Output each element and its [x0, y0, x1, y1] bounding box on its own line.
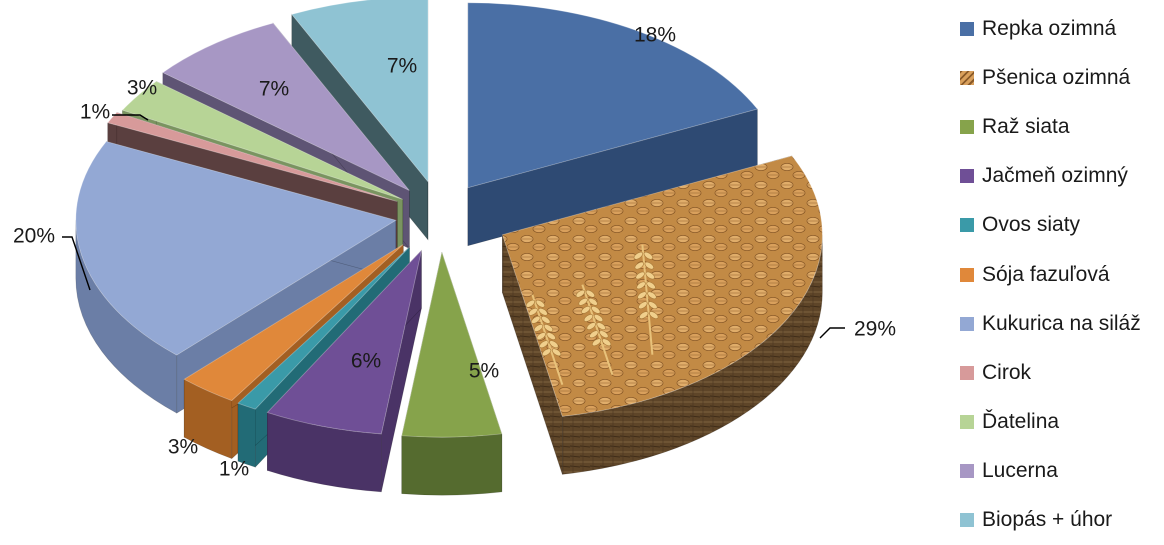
legend-item-kukurica-na-silaz: Kukurica na siláž	[960, 299, 1160, 348]
legend-item-jacmen-ozimny: Jačmeň ozimný	[960, 152, 1160, 201]
legend: Repka ozimná Pšenica ozimná Raž siata Jačme…	[960, 4, 1160, 545]
legend-label: Jačmeň ozimný	[982, 164, 1128, 188]
slice-jacmen-ozimny	[266, 249, 423, 493]
legend-item-psenica-ozimna: Pšenica ozimná	[960, 53, 1160, 102]
legend-swatch	[960, 267, 974, 282]
slice-side-face	[502, 234, 563, 475]
legend-item-lucerna: Lucerna	[960, 447, 1160, 496]
slice-top-face	[467, 2, 759, 189]
legend-item-raz-siata: Raž siata	[960, 102, 1160, 151]
legend-label: Lucerna	[982, 459, 1058, 483]
slice-top-face	[501, 155, 823, 417]
legend-label: Sója fazuľová	[982, 262, 1110, 286]
slice-top-face	[183, 244, 404, 402]
slice-top-face	[237, 246, 410, 410]
legend-label: Repka ozimná	[982, 16, 1117, 40]
slice-top-face	[291, 0, 429, 183]
slice-top-face	[121, 80, 403, 200]
legend-swatch	[960, 415, 974, 430]
data-label-raz-siata: 5%	[469, 360, 499, 383]
legend-swatch	[960, 119, 974, 134]
legend-label: Biopás + úhor	[982, 508, 1113, 532]
slice-outer-wall	[266, 412, 382, 493]
legend-item-datelina: Ďatelina	[960, 398, 1160, 447]
legend-item-repka-ozimna: Repka ozimná	[960, 4, 1160, 53]
slice-raz-siata	[401, 250, 503, 496]
legend-item-soja-fazulova: Sója fazuľová	[960, 250, 1160, 299]
data-label-psenica-ozimna: 29%	[854, 318, 896, 341]
slice-outer-wall	[401, 433, 503, 496]
legend-item-cirok: Cirok	[960, 348, 1160, 397]
legend-label: Pšenica ozimná	[982, 65, 1131, 89]
legend-swatch	[960, 21, 974, 36]
leader-line-kukurica-na-silaz	[62, 236, 91, 291]
legend-swatch	[960, 218, 974, 233]
legend-item-biopas-uhor: Biopás + úhor	[960, 496, 1160, 545]
data-label-soja-fazulova: 3%	[168, 436, 198, 459]
wheat-ear-decoration	[525, 244, 659, 386]
data-label-lucerna: 7%	[259, 78, 289, 101]
legend-swatch	[960, 464, 974, 479]
slice-top-face	[161, 22, 410, 191]
data-label-biopas-uhor: 7%	[387, 55, 417, 78]
legend-label: Ďatelina	[982, 410, 1060, 434]
data-label-ovos-siaty: 1%	[219, 458, 249, 481]
legend-swatch	[960, 316, 974, 331]
legend-item-ovos-siaty: Ovos siaty	[960, 201, 1160, 250]
legend-swatch	[960, 513, 974, 528]
slice-psenica-ozimna	[501, 155, 823, 475]
legend-swatch	[960, 70, 974, 85]
legend-label: Ovos siaty	[982, 213, 1081, 237]
legend-swatch	[960, 169, 974, 184]
slice-top-face	[266, 249, 423, 435]
data-label-jacmen-ozimny: 6%	[351, 350, 381, 373]
data-label-kukurica-na-silaz: 20%	[13, 225, 55, 248]
slice-top-face	[75, 141, 397, 356]
legend-label: Kukurica na siláž	[982, 311, 1141, 335]
slice-top-face	[106, 111, 398, 202]
data-label-cirok: 1%	[80, 101, 110, 124]
pie-chart: 18% 29% 5% 6% 1% 3% 20% 1% 3% 7% 7%	[13, 0, 896, 496]
data-label-repka-ozimna: 18%	[634, 24, 676, 47]
leader-line-cirok	[112, 114, 149, 121]
leader-line-psenica-ozimna	[819, 327, 845, 339]
legend-label: Cirok	[982, 360, 1032, 384]
data-label-datelina: 3%	[127, 77, 157, 100]
slice-repka-ozimna	[467, 2, 759, 247]
legend-swatch	[960, 365, 974, 380]
slice-top-face	[401, 250, 503, 438]
legend-label: Raž siata	[982, 114, 1070, 138]
